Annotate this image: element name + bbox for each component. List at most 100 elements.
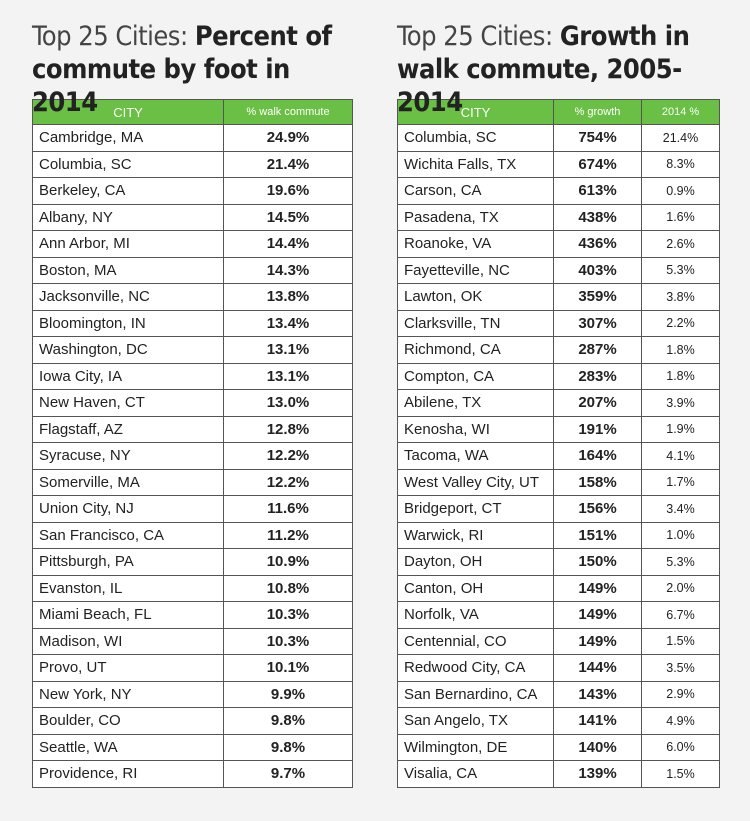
growth-cell: 144% [553,654,642,682]
city-cell: Cambridge, MA [32,124,224,152]
table-row: Centennial, CO 149% 1.5% [397,627,720,655]
city-cell: Flagstaff, AZ [32,415,224,443]
growth-cell: 754% [553,124,642,152]
city-cell: Dayton, OH [397,548,554,576]
city-cell: Jacksonville, NC [32,283,224,311]
city-cell: San Bernardino, CA [397,680,554,708]
city-cell: Miami Beach, FL [32,601,224,629]
table-row: Abilene, TX 207% 3.9% [397,389,720,417]
table-row: New York, NY 9.9% [32,680,353,708]
city-cell: Washington, DC [32,336,224,364]
table-row: Pittsburgh, PA 10.9% [32,548,353,576]
table-row: San Bernardino, CA 143% 2.9% [397,680,720,708]
table-row: Madison, WI 10.3% [32,627,353,655]
table-row: Ann Arbor, MI 14.4% [32,230,353,258]
share-2014-cell: 3.4% [641,495,720,523]
city-cell: Union City, NJ [32,495,224,523]
growth-cell: 359% [553,283,642,311]
table-row: Boulder, CO 9.8% [32,707,353,735]
left-title: Top 25 Cities: Percent of commute by foo… [32,20,352,118]
col-header-walk-commute: % walk commute [223,99,353,125]
walk-commute-cell: 10.9% [223,548,353,576]
left-title-light: Top 25 Cities: [32,21,195,52]
walk-commute-cell: 11.2% [223,521,353,549]
share-2014-cell: 4.9% [641,707,720,735]
table-row: Wichita Falls, TX 674% 8.3% [397,150,720,178]
city-cell: Columbia, SC [32,150,224,178]
walk-commute-cell: 11.6% [223,495,353,523]
table-row: Columbia, SC 21.4% [32,150,353,178]
city-cell: Albany, NY [32,203,224,231]
share-2014-cell: 8.3% [641,150,720,178]
growth-cell: 156% [553,495,642,523]
table-row: Provo, UT 10.1% [32,654,353,682]
walk-commute-cell: 10.8% [223,574,353,602]
table-row: Bridgeport, CT 156% 3.4% [397,495,720,523]
right-title-light: Top 25 Cities: [397,21,560,52]
table-row: Clarksville, TN 307% 2.2% [397,309,720,337]
table-row: Iowa City, IA 13.1% [32,362,353,390]
share-2014-cell: 3.5% [641,654,720,682]
walk-growth-table: CITY % growth 2014 % Columbia, SC 754% 21.… [397,99,720,788]
growth-cell: 613% [553,177,642,205]
growth-cell: 403% [553,256,642,284]
city-cell: San Francisco, CA [32,521,224,549]
city-cell: Lawton, OK [397,283,554,311]
share-2014-cell: 2.9% [641,680,720,708]
share-2014-cell: 1.0% [641,521,720,549]
table-row: Norfolk, VA 149% 6.7% [397,601,720,629]
growth-cell: 307% [553,309,642,337]
share-2014-cell: 3.9% [641,389,720,417]
walk-commute-cell: 9.7% [223,760,353,788]
city-cell: San Angelo, TX [397,707,554,735]
city-cell: Seattle, WA [32,733,224,761]
table-row: Somerville, MA 12.2% [32,468,353,496]
city-cell: Abilene, TX [397,389,554,417]
share-2014-cell: 5.3% [641,548,720,576]
table-row: Miami Beach, FL 10.3% [32,601,353,629]
walk-commute-cell: 9.9% [223,680,353,708]
table-row: Columbia, SC 754% 21.4% [397,124,720,152]
share-2014-cell: 3.8% [641,283,720,311]
share-2014-cell: 2.2% [641,309,720,337]
city-cell: Canton, OH [397,574,554,602]
city-cell: Syracuse, NY [32,442,224,470]
left-panel: Top 25 Cities: Percent of commute by foo… [32,0,353,788]
city-cell: New Haven, CT [32,389,224,417]
share-2014-cell: 4.1% [641,442,720,470]
city-cell: Bridgeport, CT [397,495,554,523]
growth-cell: 139% [553,760,642,788]
share-2014-cell: 21.4% [641,124,720,152]
city-cell: Wilmington, DE [397,733,554,761]
col-header-growth: % growth [553,99,642,125]
city-cell: New York, NY [32,680,224,708]
growth-cell: 150% [553,548,642,576]
table-row: Wilmington, DE 140% 6.0% [397,733,720,761]
city-cell: Columbia, SC [397,124,554,152]
share-2014-cell: 6.7% [641,601,720,629]
left-title-bold: Percent of commute by foot in 2014 [32,21,332,118]
table-row: Union City, NJ 11.6% [32,495,353,523]
table-row: Albany, NY 14.5% [32,203,353,231]
city-cell: Iowa City, IA [32,362,224,390]
share-2014-cell: 1.8% [641,336,720,364]
table-row: Boston, MA 14.3% [32,256,353,284]
table-row: Tacoma, WA 164% 4.1% [397,442,720,470]
share-2014-cell: 1.5% [641,760,720,788]
table-header-row: CITY % walk commute [32,99,353,125]
table-row: San Francisco, CA 11.2% [32,521,353,549]
growth-cell: 191% [553,415,642,443]
city-cell: Fayetteville, NC [397,256,554,284]
growth-cell: 283% [553,362,642,390]
share-2014-cell: 1.5% [641,627,720,655]
walk-commute-cell: 12.2% [223,442,353,470]
share-2014-cell: 1.6% [641,203,720,231]
growth-cell: 149% [553,574,642,602]
city-cell: Pasadena, TX [397,203,554,231]
table-row: Flagstaff, AZ 12.8% [32,415,353,443]
walk-commute-cell: 12.8% [223,415,353,443]
city-cell: Berkeley, CA [32,177,224,205]
right-title-bold: Growth in walk commute, 2005-2014 [397,21,690,118]
city-cell: Centennial, CO [397,627,554,655]
city-cell: Evanston, IL [32,574,224,602]
